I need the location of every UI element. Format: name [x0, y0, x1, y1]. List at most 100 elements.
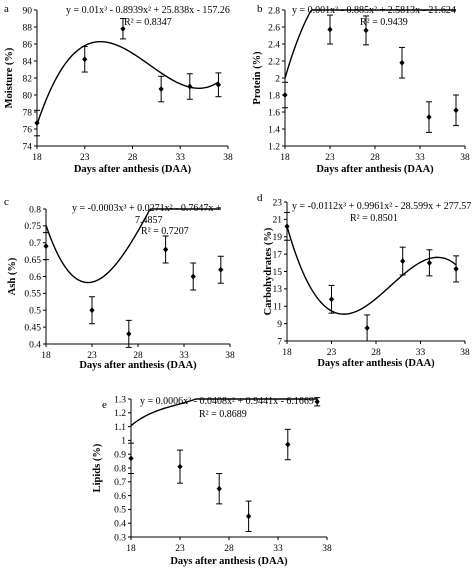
r-squared: R² = 0.8501	[350, 213, 398, 224]
y-tick-label: 0.4	[29, 340, 41, 350]
y-tick-label: 90	[23, 6, 33, 16]
data-point	[363, 27, 369, 34]
y-tick-label: 15	[273, 268, 283, 278]
x-axis-title: Days after anthesis (DAA)	[79, 360, 197, 371]
x-tick-label: 28	[371, 348, 381, 358]
x-axis-title: Days after anthesis (DAA)	[316, 164, 434, 175]
x-tick-label: 33	[415, 153, 425, 163]
y-tick-label: 11	[273, 303, 282, 313]
x-tick-label: 28	[133, 351, 143, 361]
data-point	[314, 398, 320, 405]
y-tick-label: 2.4	[268, 40, 280, 50]
y-tick-label: 0.6	[29, 273, 41, 283]
y-tick-label: 19	[273, 233, 283, 243]
y-tick-label: 0.4	[114, 520, 126, 530]
x-tick-label: 33	[416, 348, 426, 358]
x-tick-label: 38	[460, 153, 470, 163]
trend-equation: y = 0.001x³ - 0.885x² + 2.5813x - 21.624	[292, 5, 456, 16]
y-tick-label: 0.5	[114, 506, 126, 516]
trend-equation: y = -0.0112x³ + 0.9961x² - 28.599x + 277…	[292, 201, 471, 212]
trend-curve	[130, 398, 318, 427]
data-point	[400, 258, 406, 265]
r-squared: R² = 0.8347	[124, 17, 172, 28]
data-point	[89, 307, 95, 314]
panel-letter: b	[257, 3, 263, 15]
x-tick-label: 18	[41, 351, 51, 361]
data-point	[82, 56, 88, 63]
y-axis-title: Ash (%)	[7, 257, 18, 295]
y-axis-title: Protein (%)	[252, 51, 263, 105]
data-point	[453, 265, 459, 272]
data-point	[126, 330, 132, 337]
panel-letter: d	[257, 192, 263, 204]
trend-curve	[286, 226, 457, 315]
x-tick-label: 33	[273, 544, 283, 554]
trend-curve	[45, 208, 221, 284]
x-tick-label: 23	[327, 348, 337, 358]
y-tick-label: 17	[273, 250, 283, 260]
x-tick-label: 18	[282, 348, 292, 358]
panel-d: 7 9 11 13 15 17 19 21 23 18 23 28 33 38 d y = -0.0112x³…	[257, 192, 471, 369]
y-tick-label: 74	[23, 142, 33, 152]
trend-equation: y = 0.0006x³ - 0.0408x² + 0.9441x - 6.16…	[140, 396, 314, 407]
y-tick-label: 23	[273, 198, 283, 208]
data-point	[34, 120, 40, 127]
data-point	[426, 114, 432, 121]
r-squared: R² = 0.9439	[360, 17, 408, 28]
x-tick-label: 33	[179, 351, 189, 361]
trend-equation: y = 0.01x³ - 0.8939x² + 25.838x - 157.26	[66, 5, 230, 16]
data-point	[328, 296, 335, 303]
data-point	[215, 81, 222, 88]
x-tick-label: 28	[128, 153, 138, 163]
y-tick-label: 9	[277, 320, 282, 330]
x-tick-label: 18	[280, 153, 290, 163]
y-axis-title: Moisture (%)	[4, 47, 15, 108]
data-point	[218, 266, 224, 273]
x-tick-label: 23	[87, 351, 97, 361]
y-tick-label: 2	[275, 74, 280, 84]
r-squared: R² = 0.7207	[141, 226, 189, 237]
y-tick-label: 7	[277, 337, 282, 347]
data-point	[128, 455, 134, 462]
data-point	[187, 83, 193, 90]
r-squared: R² = 0.8689	[199, 409, 247, 420]
x-tick-label: 28	[370, 153, 380, 163]
data-point	[177, 463, 183, 470]
y-tick-label: 78	[23, 108, 33, 118]
y-tick-label: 1.4	[268, 125, 280, 135]
data-point	[246, 513, 252, 520]
data-point	[43, 243, 49, 250]
y-tick-label: 82	[23, 74, 33, 84]
x-axis-title: Days after anthesis (DAA)	[317, 358, 435, 369]
data-point	[399, 59, 405, 66]
data-point	[120, 25, 126, 32]
y-tick-label: 1.8	[268, 91, 280, 101]
y-tick-label: 0.9	[114, 451, 126, 461]
panel-letter: c	[4, 196, 9, 208]
y-tick-label: 0.5	[29, 307, 41, 317]
panel-c: 0.4 0.45 0.5 0.55 0.6 0.65 0.7 0.75 0.8 18 23 28 33 3…	[4, 196, 235, 371]
y-tick-label: 0.55	[24, 290, 41, 300]
x-tick-label: 28	[224, 544, 234, 554]
x-tick-label: 38	[460, 348, 470, 358]
x-tick-label: 33	[176, 153, 186, 163]
x-axis-title: Days after anthesis (DAA)	[74, 164, 192, 175]
data-point	[364, 324, 370, 331]
trend-equation-cont: 7.4857	[135, 215, 163, 226]
data-point	[426, 259, 432, 266]
data-point	[190, 273, 196, 280]
y-tick-label: 0.8	[114, 464, 126, 474]
y-tick-label: 0.65	[24, 256, 41, 266]
y-axis-title: Carbohydrates (%)	[263, 227, 274, 315]
y-tick-label: 0.8	[29, 205, 41, 215]
y-tick-label: 0.3	[114, 533, 126, 543]
panel-a: 74 76 78 80 82 84 86 88 90 18 23 28 33 38 a y = 0.01x³ …	[4, 3, 233, 175]
x-tick-label: 18	[126, 544, 136, 554]
data-point	[453, 107, 459, 114]
y-axis-title: Lipids (%)	[92, 443, 103, 492]
y-tick-label: 86	[23, 40, 33, 50]
data-point	[285, 441, 291, 448]
y-tick-label: 0.45	[24, 323, 41, 333]
y-tick-label: 1.2	[114, 409, 126, 419]
